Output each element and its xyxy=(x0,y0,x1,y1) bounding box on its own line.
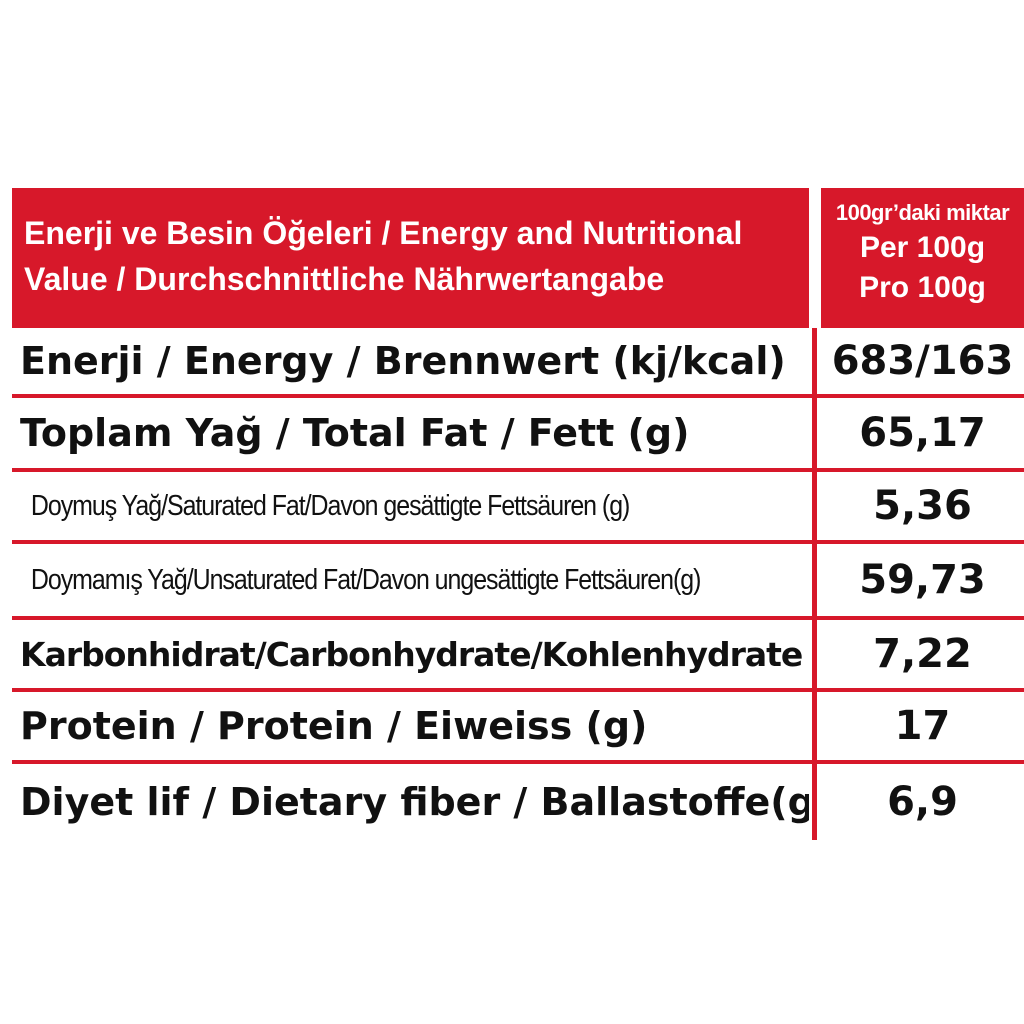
row-label: Enerji / Energy / Brennwert (kj/kcal) xyxy=(20,339,786,383)
column-divider xyxy=(812,764,817,840)
nutrition-table: Enerji ve Besin Öğeleri / Energy and Nut… xyxy=(12,188,1024,840)
row-label: Toplam Yağ / Total Fat / Fett (g) xyxy=(20,411,690,455)
row-label: Doymamış Yağ/Unsaturated Fat/Davon unges… xyxy=(30,563,701,596)
header-title: Enerji ve Besin Öğeleri / Energy and Nut… xyxy=(12,188,809,328)
row-label: Diyet lif / Dietary fiber / Ballastoffe(… xyxy=(20,780,809,824)
row-value: 17 xyxy=(894,703,951,749)
header-amount: 100gr’daki miktar Per 100g Pro 100g xyxy=(821,188,1024,328)
row-value: 6,9 xyxy=(887,779,958,825)
row-label: Doymuş Yağ/Saturated Fat/Davon gesättigt… xyxy=(30,489,630,522)
column-divider xyxy=(812,328,817,394)
column-divider xyxy=(812,544,817,616)
header-divider xyxy=(809,188,821,328)
row-value: 683/163 xyxy=(831,338,1014,384)
table-row-energy: Enerji / Energy / Brennwert (kj/kcal) 68… xyxy=(12,328,1024,398)
row-label: Karbonhidrat/Carbonhydrate/Kohlenhydrate… xyxy=(20,634,809,674)
column-divider xyxy=(812,472,817,540)
row-value: 7,22 xyxy=(873,631,972,677)
amount-label-de: Pro 100g xyxy=(859,271,986,304)
table-row-carbohydrate: Karbonhidrat/Carbonhydrate/Kohlenhydrate… xyxy=(12,620,1024,692)
header-title-line2: Value / Durchschnittliche Nährwertangabe xyxy=(24,261,665,297)
row-value: 5,36 xyxy=(873,483,972,529)
column-divider xyxy=(812,692,817,760)
row-value: 59,73 xyxy=(859,557,986,603)
table-row-saturated-fat: Doymuş Yağ/Saturated Fat/Davon gesättigt… xyxy=(12,472,1024,544)
amount-label-tr: 100gr’daki miktar xyxy=(835,200,1010,225)
column-divider xyxy=(812,398,817,468)
table-row-dietary-fiber: Diyet lif / Dietary fiber / Ballastoffe(… xyxy=(12,764,1024,840)
table-header: Enerji ve Besin Öğeleri / Energy and Nut… xyxy=(12,188,1024,328)
row-value: 65,17 xyxy=(859,410,986,456)
header-title-line1: Enerji ve Besin Öğeleri / Energy and Nut… xyxy=(24,215,743,251)
row-label: Protein / Protein / Eiweiss (g) xyxy=(20,704,648,748)
column-divider xyxy=(812,620,817,688)
amount-label-en: Per 100g xyxy=(859,231,986,264)
table-row-total-fat: Toplam Yağ / Total Fat / Fett (g) 65,17 xyxy=(12,398,1024,472)
table-row-unsaturated-fat: Doymamış Yağ/Unsaturated Fat/Davon unges… xyxy=(12,544,1024,620)
table-row-protein: Protein / Protein / Eiweiss (g) 17 xyxy=(12,692,1024,764)
